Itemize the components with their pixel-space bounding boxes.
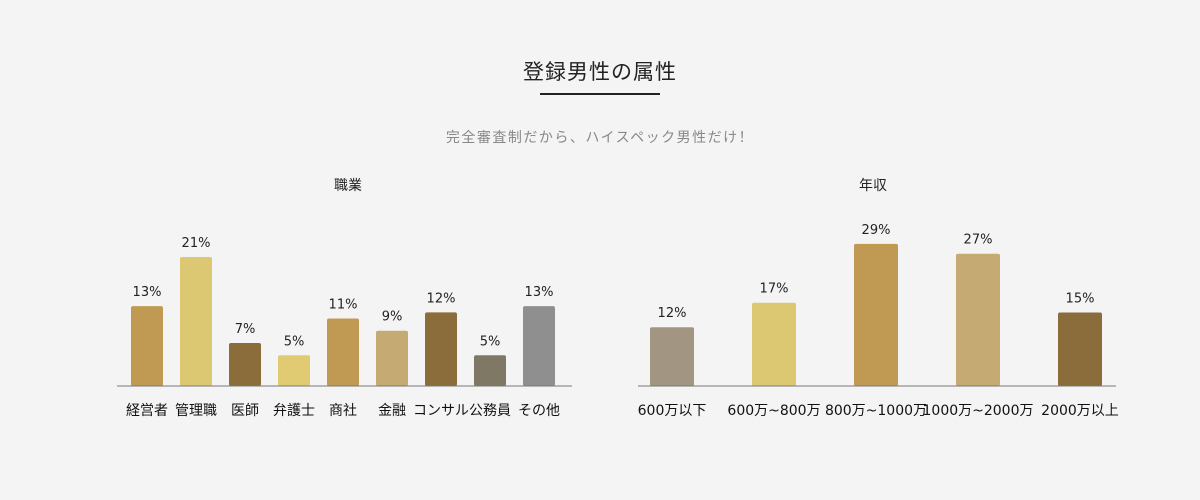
category-label-0: 経営者 xyxy=(126,403,168,419)
bar-0 xyxy=(650,327,694,386)
value-label-0: 12% xyxy=(658,306,687,321)
value-label-3: 5% xyxy=(284,334,305,349)
value-label-7: 5% xyxy=(480,334,501,349)
value-label-0: 13% xyxy=(133,285,162,300)
bar-1 xyxy=(180,257,212,386)
value-label-6: 12% xyxy=(427,291,456,306)
chart-title: 年収 xyxy=(859,178,887,194)
value-label-8: 13% xyxy=(525,285,554,300)
category-label-6: コンサル xyxy=(413,403,469,419)
category-label-0: 600万以下 xyxy=(638,403,707,419)
category-label-4: 2000万以上 xyxy=(1041,403,1119,419)
category-label-4: 商社 xyxy=(329,403,357,419)
category-label-2: 800万~1000万 xyxy=(825,403,927,419)
category-label-8: その他 xyxy=(518,403,560,419)
bar-0 xyxy=(131,306,163,386)
value-label-5: 9% xyxy=(382,310,403,325)
category-label-7: 公務員 xyxy=(469,403,511,419)
category-label-5: 金融 xyxy=(378,403,406,419)
occupation-chart: 職業 13% 経営者 21% 管理職 7% 医師 5% 弁護士 11% 商社 9% 金融 12% コンサル 5… xyxy=(117,178,572,419)
title-underline xyxy=(540,93,660,95)
bar-4 xyxy=(327,318,359,386)
bar-3 xyxy=(956,253,1000,386)
income-chart: 年収 12% 600万以下 17% 600万~800万 29% 800万~1000万 27% 1… xyxy=(638,178,1119,419)
value-label-3: 27% xyxy=(964,233,993,248)
bar-7 xyxy=(474,355,506,386)
bar-2 xyxy=(854,243,898,386)
value-label-1: 21% xyxy=(182,236,211,251)
value-label-4: 11% xyxy=(329,297,358,312)
category-label-3: 1000万~2000万 xyxy=(923,403,1034,419)
bar-4 xyxy=(1058,312,1102,386)
chart-title: 職業 xyxy=(334,178,362,194)
value-label-1: 17% xyxy=(760,282,789,297)
bar-2 xyxy=(229,343,261,386)
bar-3 xyxy=(278,355,310,386)
category-label-3: 弁護士 xyxy=(273,403,315,419)
bar-5 xyxy=(376,330,408,386)
category-label-1: 600万~800万 xyxy=(727,403,820,419)
bar-8 xyxy=(523,306,555,386)
page-subtitle: 完全審査制だから、ハイスペック男性だけ！ xyxy=(445,130,755,146)
page-title: 登録男性の属性 xyxy=(523,60,677,84)
category-label-2: 医師 xyxy=(231,403,259,419)
bar-6 xyxy=(425,312,457,386)
category-label-1: 管理職 xyxy=(175,403,217,419)
value-label-2: 29% xyxy=(862,223,891,238)
value-label-4: 15% xyxy=(1066,292,1095,307)
value-label-2: 7% xyxy=(235,322,256,337)
bar-1 xyxy=(752,302,796,386)
